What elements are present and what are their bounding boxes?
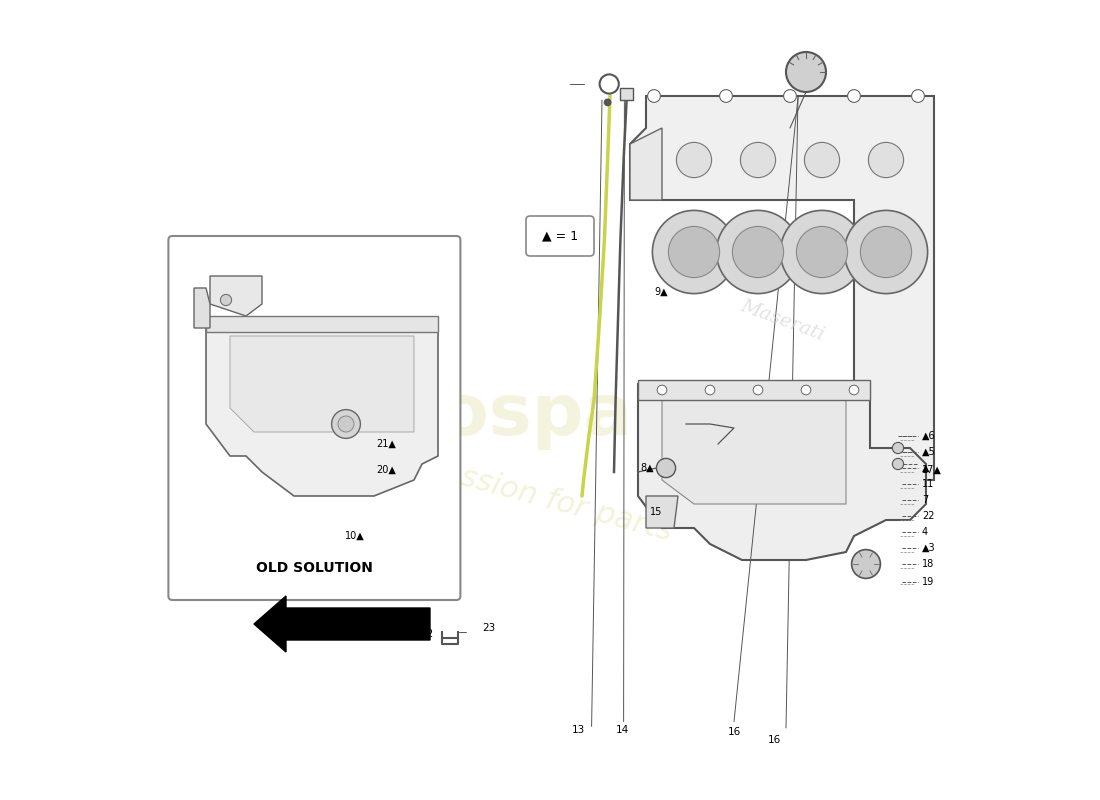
Bar bbox=[638, 380, 870, 400]
Circle shape bbox=[892, 458, 903, 470]
Circle shape bbox=[848, 90, 860, 102]
Circle shape bbox=[845, 210, 927, 294]
Circle shape bbox=[801, 386, 811, 395]
Circle shape bbox=[338, 416, 354, 432]
Text: ▲5: ▲5 bbox=[922, 447, 936, 457]
Text: 10▲: 10▲ bbox=[344, 531, 364, 541]
Circle shape bbox=[796, 226, 848, 278]
Text: 16: 16 bbox=[768, 735, 781, 745]
Polygon shape bbox=[206, 320, 438, 496]
Circle shape bbox=[912, 90, 924, 102]
FancyBboxPatch shape bbox=[168, 236, 461, 600]
Circle shape bbox=[604, 99, 611, 106]
Polygon shape bbox=[662, 400, 846, 504]
Circle shape bbox=[719, 90, 733, 102]
FancyBboxPatch shape bbox=[526, 216, 594, 256]
Text: 22: 22 bbox=[922, 511, 935, 521]
Circle shape bbox=[705, 386, 715, 395]
Circle shape bbox=[331, 410, 361, 438]
Text: 12: 12 bbox=[420, 629, 434, 638]
Polygon shape bbox=[646, 496, 678, 528]
Circle shape bbox=[657, 386, 667, 395]
Polygon shape bbox=[638, 384, 926, 560]
FancyArrow shape bbox=[254, 596, 430, 652]
Text: 14: 14 bbox=[615, 725, 628, 734]
Circle shape bbox=[676, 142, 712, 178]
Text: 9▲: 9▲ bbox=[654, 287, 668, 297]
Circle shape bbox=[669, 226, 719, 278]
Text: eurospar: eurospar bbox=[304, 382, 669, 450]
Text: 4: 4 bbox=[922, 527, 928, 537]
Circle shape bbox=[892, 442, 903, 454]
Polygon shape bbox=[630, 96, 934, 480]
Circle shape bbox=[849, 386, 859, 395]
Circle shape bbox=[716, 210, 800, 294]
Circle shape bbox=[868, 142, 903, 178]
Text: ▲: ▲ bbox=[922, 463, 930, 473]
Circle shape bbox=[780, 210, 864, 294]
Text: 23: 23 bbox=[482, 623, 495, 633]
Text: Maserati: Maserati bbox=[737, 297, 826, 343]
Text: 7: 7 bbox=[922, 495, 928, 505]
Text: ▲3: ▲3 bbox=[922, 543, 936, 553]
Text: 8▲: 8▲ bbox=[640, 463, 654, 473]
Text: OLD SOLUTION: OLD SOLUTION bbox=[256, 561, 373, 575]
Bar bbox=[620, 88, 634, 100]
Circle shape bbox=[783, 90, 796, 102]
Polygon shape bbox=[210, 276, 262, 316]
Polygon shape bbox=[194, 288, 210, 328]
Text: 16: 16 bbox=[727, 727, 740, 737]
Text: a passion for parts: a passion for parts bbox=[393, 445, 675, 547]
Circle shape bbox=[754, 386, 762, 395]
Text: 19: 19 bbox=[922, 578, 934, 587]
Circle shape bbox=[860, 226, 912, 278]
Circle shape bbox=[648, 90, 660, 102]
Text: 15: 15 bbox=[650, 507, 662, 517]
Polygon shape bbox=[230, 336, 414, 432]
Circle shape bbox=[652, 210, 736, 294]
Text: 18: 18 bbox=[922, 559, 934, 569]
Circle shape bbox=[733, 226, 783, 278]
Text: ▲6: ▲6 bbox=[922, 431, 936, 441]
Circle shape bbox=[804, 142, 839, 178]
Circle shape bbox=[220, 294, 232, 306]
Circle shape bbox=[657, 458, 675, 478]
Text: 13: 13 bbox=[571, 725, 584, 734]
Polygon shape bbox=[630, 128, 662, 200]
Circle shape bbox=[740, 142, 776, 178]
Text: 20▲: 20▲ bbox=[376, 465, 396, 474]
Bar bbox=[206, 316, 438, 332]
Circle shape bbox=[851, 550, 880, 578]
Text: 17▲: 17▲ bbox=[922, 465, 942, 474]
Text: ▲ = 1: ▲ = 1 bbox=[541, 230, 578, 242]
Text: 21▲: 21▲ bbox=[376, 439, 396, 449]
Text: 11: 11 bbox=[922, 479, 934, 489]
Circle shape bbox=[786, 52, 826, 92]
